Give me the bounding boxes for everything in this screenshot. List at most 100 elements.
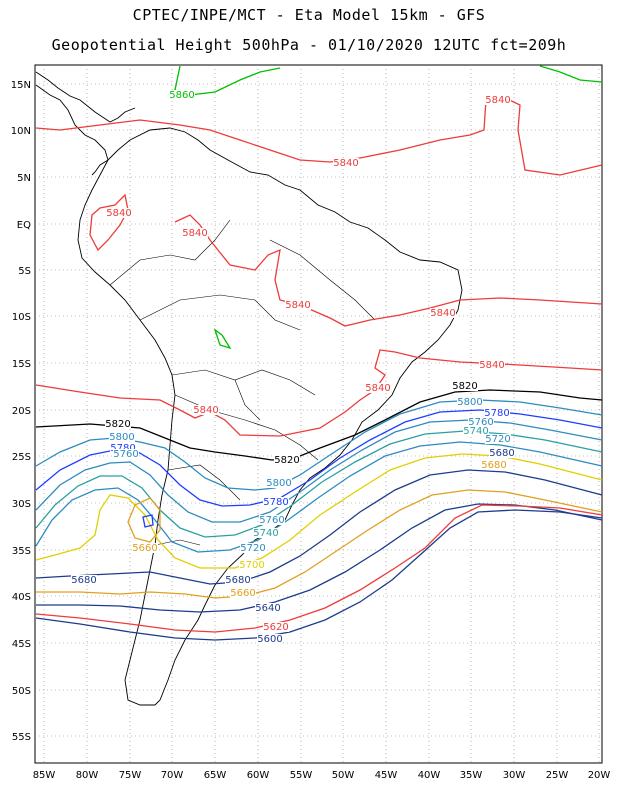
contour-5860-island: [213, 328, 232, 350]
contour-label: 5640: [255, 603, 280, 614]
contour-label: 5680: [489, 448, 514, 459]
contour-label: 5800: [266, 478, 291, 489]
contour-label-bg: [257, 634, 283, 644]
contour-label-bg: [71, 575, 97, 585]
contour-label-bg: [106, 208, 132, 218]
south-america-west-coast: [77, 159, 176, 706]
coastline: [35, 71, 463, 706]
central-america-coast: [35, 84, 109, 176]
lat-tick-label: 35S: [12, 546, 31, 557]
contour-label-bg: [266, 478, 292, 488]
lat-tick-label: 5S: [18, 266, 31, 277]
contour-label: 5680: [225, 575, 250, 586]
lat-tick-label: 15N: [11, 80, 31, 91]
lon-tick-label: 60W: [247, 770, 270, 781]
contour-label-bg: [253, 528, 279, 538]
lat-tick-label: 45S: [12, 639, 31, 650]
contour-label: 5760: [468, 417, 493, 428]
contour-label-bg: [132, 543, 158, 553]
lon-tick-label: 55W: [290, 770, 313, 781]
lon-tick-label: 65W: [204, 770, 227, 781]
contour-label-bg: [105, 419, 131, 429]
contour-label-bg: [182, 228, 208, 238]
contour-5620: [35, 504, 603, 633]
contour-label-bg: [489, 448, 515, 458]
contour-label: 5780: [484, 408, 509, 419]
contour-label-bg: [481, 460, 507, 470]
contour-label-bg: [259, 515, 285, 525]
lon-tick-label: 25W: [546, 770, 569, 781]
contour-label: 5820: [452, 381, 477, 392]
lon-tick-label: 45W: [375, 770, 398, 781]
lat-tick-label: 55S: [12, 732, 31, 743]
contour-labels: 5860 5840 5840 5840 5840 5840 5840 5840 5840 5840…: [71, 90, 515, 645]
contour-label: 5840: [193, 405, 218, 416]
contour-5680-loop: [142, 514, 154, 528]
contour-label-bg: [110, 443, 136, 453]
contour-5640: [36, 503, 603, 613]
contour-label: 5740: [463, 426, 488, 437]
contour-5700: [35, 453, 603, 569]
contour-label-bg: [430, 308, 456, 318]
contour-label: 5700: [239, 560, 264, 571]
contour-5760: [35, 419, 603, 523]
contour-label: 5740: [253, 528, 278, 539]
contour-label: 5660: [230, 588, 255, 599]
lat-tick-label: 15S: [12, 359, 31, 370]
map-title-line2: Geopotential Height 500hPa - 01/10/2020 …: [51, 36, 567, 54]
lon-tick-label: 20W: [588, 770, 611, 781]
contour-label-bg: [239, 560, 265, 570]
contour-label-bg: [463, 426, 489, 436]
lon-tick-label: 40W: [418, 770, 441, 781]
contour-label-bg: [274, 455, 300, 465]
south-america-coast: [107, 127, 463, 706]
contour-5600: [35, 509, 603, 641]
contour-5660: [36, 489, 603, 599]
contour-5840-north: [35, 97, 603, 176]
contour-label: 5800: [457, 397, 482, 408]
contour-5660-loop: [127, 497, 161, 543]
lat-tick-label: 40S: [12, 592, 31, 603]
lon-tick-label: 70W: [161, 770, 184, 781]
axis-tick-labels: 15N 10N 5N EQ 5S 10S 15S 20S 25S 30S 35S 40S 45S 50S 5…: [11, 80, 611, 781]
lat-tick-label: 10N: [11, 126, 31, 137]
contour-label: 5720: [485, 434, 510, 445]
lat-tick-label: 20S: [12, 406, 31, 417]
contour-label: 5820: [274, 455, 299, 466]
contour-label-bg: [193, 405, 219, 415]
contour-label-bg: [485, 434, 511, 444]
contour-label-bg: [484, 408, 510, 418]
contour-label-bg: [263, 497, 289, 507]
contour-label: 5680: [481, 460, 506, 471]
contour-label: 5660: [132, 543, 157, 554]
contour-label-bg: [333, 158, 359, 168]
contour-label: 5840: [430, 308, 455, 319]
contour-label: 5620: [263, 622, 288, 633]
contour-label-bg: [113, 449, 139, 459]
contour-label-bg: [285, 300, 311, 310]
contour-label: 5760: [259, 515, 284, 526]
contour-label: 5720: [240, 543, 265, 554]
contour-label-bg: [457, 397, 483, 407]
lat-tick-label: 30S: [12, 499, 31, 510]
contour-label-bg: [365, 383, 391, 393]
lon-tick-label: 75W: [119, 770, 142, 781]
contour-label-bg: [109, 432, 135, 442]
lon-tick-label: 80W: [76, 770, 99, 781]
contour-label: 5840: [333, 158, 358, 169]
contour-label-bg: [452, 381, 478, 391]
contour-label-bg: [169, 90, 195, 100]
contour-label: 5780: [263, 497, 288, 508]
lon-tick-label: 85W: [33, 770, 56, 781]
central-america-coast-north: [35, 71, 136, 123]
contour-label: 5840: [485, 95, 510, 106]
contour-label: 5820: [105, 419, 130, 430]
contour-5820: [35, 389, 603, 461]
contour-5860-ne: [539, 65, 603, 83]
lat-tick-label: 50S: [12, 686, 31, 697]
contour-label: 5780: [110, 443, 135, 454]
contour-label: 5760: [113, 449, 138, 460]
contour-5680-navy: [35, 469, 603, 585]
contour-label-bg: [485, 95, 511, 105]
